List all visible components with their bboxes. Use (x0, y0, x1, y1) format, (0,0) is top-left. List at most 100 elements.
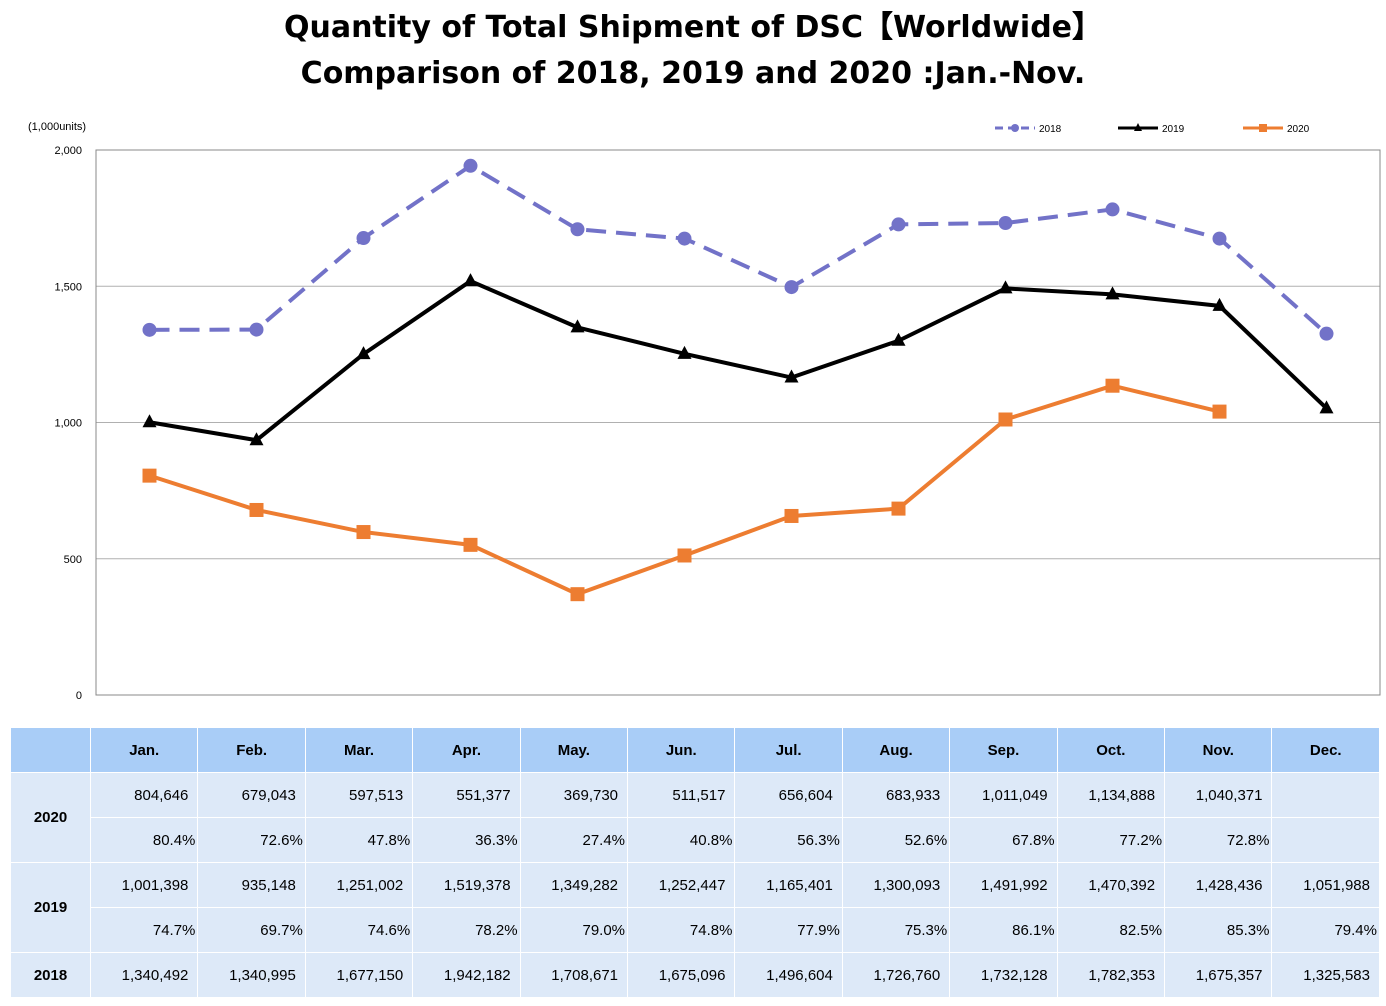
data-point-2020 (998, 412, 1013, 427)
data-point-2019 (356, 346, 371, 360)
data-point-2019 (570, 319, 585, 333)
month-header: May. (519, 727, 629, 773)
data-point-2020 (1212, 404, 1227, 419)
units-cell: 1,251,002 (304, 862, 414, 908)
data-point-2020 (570, 587, 585, 602)
data-point-2018 (784, 280, 799, 295)
month-header: Jun. (627, 727, 736, 773)
percent-cell: 56.3% (734, 817, 843, 863)
percent-cell: 82.5% (1056, 907, 1166, 953)
data-point-2018 (677, 231, 692, 246)
series-line-2019 (149, 279, 1328, 443)
y-tick-label: 1,000 (54, 418, 82, 430)
legend-marker-2019 (1134, 123, 1142, 131)
units-cell: 1,726,760 (841, 952, 951, 998)
shipment-data-table: Jan. Feb. Mar. Apr. May. Jun. Jul. Aug. Sep. Oct.… (10, 727, 1380, 998)
data-point-2019 (463, 273, 478, 287)
units-cell: 1,040,371 (1164, 772, 1273, 818)
plot-area-border (95, 149, 1381, 696)
percent-cell: 40.8% (627, 817, 736, 863)
percent-cell: 75.3% (841, 907, 951, 953)
month-header: Sep. (949, 727, 1058, 773)
table-corner-cell (10, 727, 91, 773)
y-tick-label: 500 (64, 554, 82, 566)
percent-cell: 72.6% (197, 817, 306, 863)
line-chart: 0 500 1,000 1,500 2,000 (1,000units) 2018 2019 2… (28, 121, 1381, 702)
data-point-2019 (891, 332, 906, 346)
units-cell: 1,732,128 (949, 952, 1058, 998)
month-header: Nov. (1164, 727, 1273, 773)
data-point-2019 (142, 414, 157, 428)
percent-cell: 78.2% (412, 907, 521, 953)
data-point-2019 (249, 432, 264, 446)
units-cell: 551,377 (412, 772, 521, 818)
data-point-2020 (356, 525, 371, 540)
percent-cell: 47.8% (304, 817, 414, 863)
y-axis-unit-label: (1,000units) (28, 121, 86, 133)
units-cell: 1,300,093 (841, 862, 951, 908)
data-point-2019 (1105, 286, 1120, 300)
data-point-2020 (463, 537, 478, 552)
units-cell: 1,496,604 (734, 952, 843, 998)
percent-cell (1271, 817, 1380, 863)
data-point-2018 (998, 216, 1013, 231)
month-header: Feb. (197, 727, 306, 773)
legend-label-2020: 2020 (1287, 124, 1310, 135)
legend-marker-2018 (1011, 124, 1019, 132)
table-row: 2019 1,001,398 935,148 1,251,002 1,519,378 1,… (10, 862, 1380, 953)
chart-title-line-2: Comparison of 2018, 2019 and 2020 :Jan.-… (300, 56, 1086, 91)
data-point-2020 (249, 502, 264, 517)
units-cell: 597,513 (304, 772, 414, 818)
percent-cell: 36.3% (412, 817, 521, 863)
units-cell: 1,165,401 (734, 862, 843, 908)
units-cell: 683,933 (841, 772, 951, 818)
percent-cell: 79.0% (519, 907, 629, 953)
units-cell: 1,340,995 (197, 952, 306, 998)
units-cell: 1,942,182 (412, 952, 521, 998)
month-header: Jan. (89, 727, 199, 773)
data-point-2020 (677, 548, 692, 563)
units-cell: 679,043 (197, 772, 306, 818)
series-line-2020 (148, 383, 1220, 597)
month-header: Jul. (734, 727, 843, 773)
data-point-2019 (998, 280, 1013, 294)
percent-cell: 74.8% (627, 907, 736, 953)
units-cell: 1,349,282 (519, 862, 629, 908)
table-row: 2018 1,340,492 1,340,995 1,677,150 1,942,182… (10, 952, 1380, 998)
percent-cell: 86.1% (949, 907, 1058, 953)
data-point-2018 (1319, 326, 1334, 341)
month-header: Aug. (841, 727, 951, 773)
percent-cell: 77.9% (734, 907, 843, 953)
table-row: 80.4% 72.6% 47.8% 36.3% 27.4% 40.8% 56.3% 52.6%… (11, 817, 1380, 863)
month-header: Dec. (1271, 727, 1380, 773)
percent-cell: 67.8% (949, 817, 1058, 863)
units-cell: 935,148 (197, 862, 306, 908)
data-point-2018 (356, 231, 371, 246)
data-point-2018 (1212, 231, 1227, 246)
percent-cell: 74.6% (304, 907, 414, 953)
data-point-2019 (1212, 297, 1227, 311)
units-cell: 1,675,357 (1164, 952, 1273, 998)
units-cell: 1,675,096 (627, 952, 736, 998)
units-cell: 1,677,150 (304, 952, 414, 998)
units-cell: 1,428,436 (1164, 862, 1273, 908)
month-header: Mar. (304, 727, 414, 773)
units-cell: 1,491,992 (949, 862, 1058, 908)
series-line-2018 (149, 163, 1328, 336)
table-header-row: Jan. Feb. Mar. Apr. May. Jun. Jul. Aug. Sep. Oct.… (10, 727, 1380, 773)
data-point-2018 (463, 158, 478, 173)
percent-cell: 77.2% (1056, 817, 1166, 863)
data-point-2018 (249, 322, 264, 337)
units-cell: 1,340,492 (89, 952, 199, 998)
data-point-2020 (784, 508, 799, 523)
y-tick-label: 1,500 (54, 281, 82, 293)
percent-cell: 80.4% (89, 817, 199, 863)
units-cell: 804,646 (89, 772, 199, 818)
data-point-2018 (1105, 202, 1120, 217)
y-tick-label: 0 (76, 690, 82, 702)
percent-cell: 72.8% (1164, 817, 1273, 863)
percent-cell: 27.4% (519, 817, 629, 863)
data-point-2019 (677, 345, 692, 359)
percent-cell: 85.3% (1164, 907, 1273, 953)
legend-label-2019: 2019 (1162, 124, 1185, 135)
